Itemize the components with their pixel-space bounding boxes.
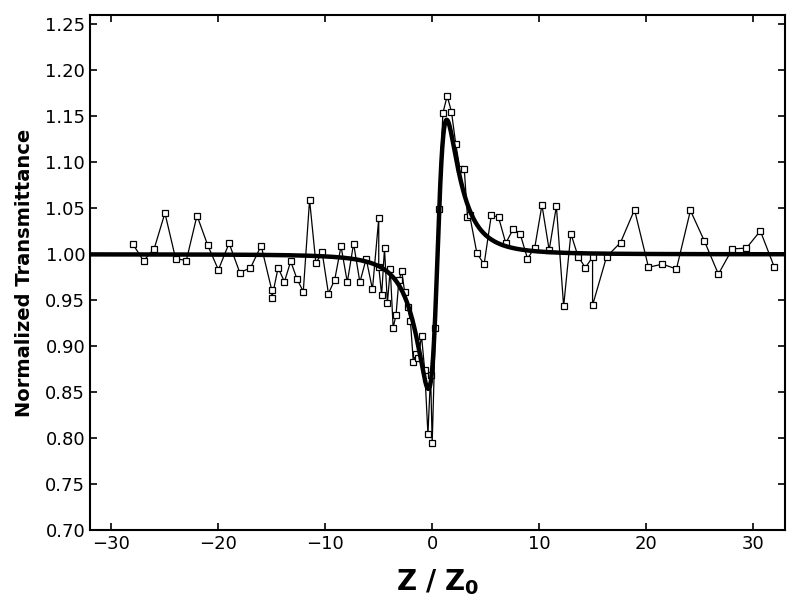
X-axis label: $\bf{Z\ /\ Z_0}$: $\bf{Z\ /\ Z_0}$ bbox=[396, 567, 479, 597]
Y-axis label: Normalized Transmittance: Normalized Transmittance bbox=[15, 129, 34, 417]
